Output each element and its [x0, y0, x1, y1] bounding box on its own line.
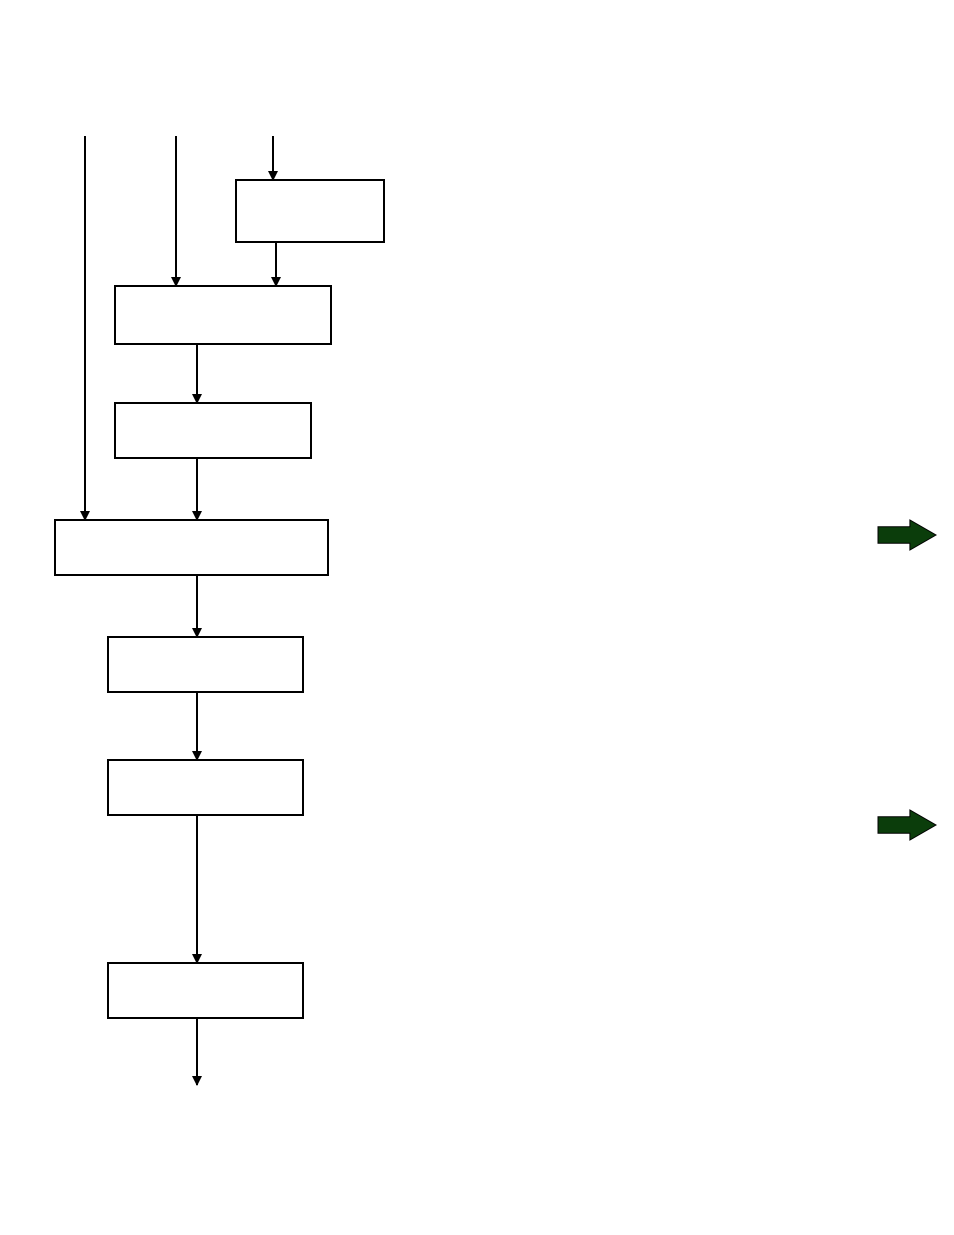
flow-node-n2: [115, 286, 331, 344]
flow-node-n3: [115, 403, 311, 458]
flow-node-n4: [55, 520, 328, 575]
block-arrow-0: [878, 520, 936, 550]
flow-node-n1: [236, 180, 384, 242]
flowchart-canvas: [0, 0, 954, 1235]
flow-node-n5: [108, 637, 303, 692]
flow-node-n6: [108, 760, 303, 815]
block-arrow-1: [878, 810, 936, 840]
flow-node-n7: [108, 963, 303, 1018]
